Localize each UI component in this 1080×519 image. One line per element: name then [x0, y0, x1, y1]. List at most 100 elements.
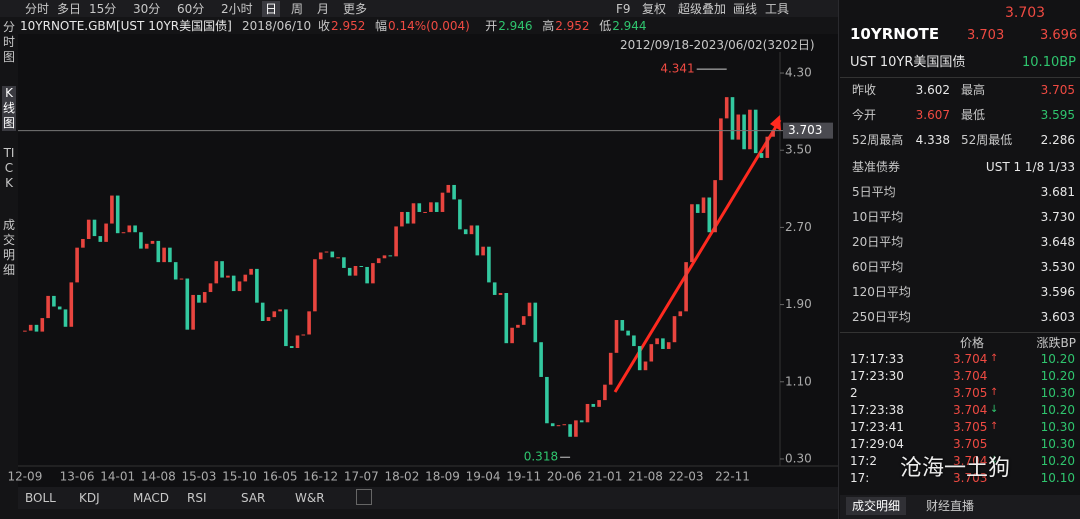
- candle: [730, 97, 735, 140]
- indicator-tab[interactable]: BOLL: [25, 491, 56, 505]
- candle: [359, 265, 364, 267]
- candle: [545, 376, 549, 424]
- period-tab[interactable]: 2小时: [221, 2, 253, 16]
- period-tab[interactable]: 多日: [57, 2, 82, 16]
- tick-price: 3.705: [953, 420, 988, 434]
- side-tab[interactable]: 分时图: [2, 20, 15, 64]
- tick-time: 17:29:04: [850, 437, 904, 451]
- candle: [162, 247, 166, 263]
- avg-label: 20日平均: [852, 235, 904, 249]
- candle: [307, 311, 311, 335]
- period-tab[interactable]: 15分: [89, 2, 117, 16]
- y-tick-label: 1.10: [785, 374, 812, 388]
- period-tab[interactable]: 更多: [343, 2, 368, 16]
- field-value: 0.14%(0.004): [388, 19, 470, 33]
- candle: [481, 246, 485, 256]
- y-tick-label: 2.70: [785, 220, 812, 234]
- stat-value: 4.338: [915, 133, 950, 147]
- period-tab[interactable]: 月: [317, 2, 330, 16]
- panel-tab[interactable]: 成交明细: [846, 497, 907, 515]
- candle: [655, 338, 659, 345]
- candle: [342, 257, 346, 268]
- candle: [643, 361, 648, 371]
- candle: [46, 295, 50, 319]
- side-tab[interactable]: K线图: [2, 86, 16, 131]
- candle: [52, 295, 56, 307]
- candle: [318, 252, 323, 260]
- add-indicator[interactable]: [356, 489, 372, 505]
- tool[interactable]: 超级叠加: [678, 2, 727, 16]
- tick-change: 10.20: [1040, 403, 1075, 417]
- side-tab[interactable]: 成交明细: [2, 218, 15, 277]
- candle: [498, 293, 503, 295]
- candle: [75, 247, 79, 283]
- candle: [127, 225, 132, 233]
- indicator-tab[interactable]: RSI: [187, 491, 207, 505]
- tool[interactable]: 工具: [765, 2, 790, 16]
- x-tick-label: 15-03: [181, 470, 216, 484]
- y-tick-label: 1.90: [785, 297, 812, 311]
- period-tab[interactable]: 周: [291, 2, 304, 16]
- indicator-tab[interactable]: SAR: [241, 491, 266, 505]
- side-tab[interactable]: TICK: [3, 146, 15, 190]
- candle: [289, 346, 294, 349]
- tick-change: 10.20: [1040, 454, 1075, 468]
- tool[interactable]: F9: [616, 2, 631, 16]
- tool[interactable]: 复权: [642, 2, 667, 16]
- candle: [23, 330, 27, 332]
- candle: [684, 262, 688, 312]
- indicator-tab[interactable]: KDJ: [79, 491, 100, 505]
- tick-price: 3.703: [953, 471, 988, 485]
- candle: [260, 302, 265, 321]
- avg-value: 3.596: [1040, 285, 1075, 299]
- avg-label: 60日平均: [852, 260, 904, 274]
- indicator-tab[interactable]: W&R: [295, 491, 325, 505]
- x-tick-label: 18-02: [384, 470, 419, 484]
- candle: [92, 219, 97, 237]
- candle: [608, 352, 613, 385]
- candle: [185, 278, 190, 330]
- tick-change: 10.30: [1040, 437, 1075, 451]
- candle: [719, 118, 723, 181]
- period-tab[interactable]: 日: [262, 1, 281, 17]
- candle: [562, 424, 567, 426]
- avg-value: 3.603: [1040, 310, 1075, 324]
- tick-dir: ↓: [990, 404, 999, 415]
- candle: [104, 223, 108, 242]
- stat-value: 3.705: [1040, 83, 1075, 97]
- candle: [724, 97, 729, 119]
- x-tick-label: 15-10: [222, 470, 257, 484]
- candle: [226, 275, 230, 278]
- candle: [139, 232, 143, 249]
- indicator-tab[interactable]: MACD: [133, 491, 169, 505]
- period-tab[interactable]: 分时: [25, 2, 50, 16]
- panel-tab[interactable]: 财经直播: [926, 499, 975, 513]
- candle: [469, 225, 474, 235]
- x-tick-label: 19-11: [506, 470, 541, 484]
- candle: [423, 211, 427, 213]
- x-tick-label: 16-05: [263, 470, 298, 484]
- tick-time: 17:2: [850, 454, 877, 468]
- candle: [110, 195, 114, 224]
- candle: [626, 330, 630, 336]
- period-tab[interactable]: 60分: [177, 2, 205, 16]
- avg-label: 120日平均: [852, 285, 911, 299]
- y-tick-label: 3.50: [785, 143, 812, 157]
- range: 2012/09/18-2023/06/02(3202日): [620, 38, 815, 52]
- tool[interactable]: 画线: [733, 2, 758, 16]
- period-tab[interactable]: 30分: [133, 2, 161, 16]
- symbol: 10YRNOTE.GBM[UST 10YR美国国债]: [20, 19, 232, 33]
- candle: [533, 302, 538, 343]
- candle: [440, 192, 445, 212]
- tick-dir: ↓: [990, 455, 999, 466]
- candle: [313, 259, 317, 312]
- toolbar-bg: [0, 0, 838, 17]
- candle: [446, 184, 451, 193]
- candle: [278, 309, 282, 312]
- x-tick-label: 12-09: [7, 470, 42, 484]
- field-label: 高: [542, 19, 555, 33]
- x-tick-label: 20-06: [547, 470, 582, 484]
- field-value: 2.952: [555, 19, 590, 33]
- avg-value: 3.648: [1040, 235, 1075, 249]
- candle: [231, 275, 236, 292]
